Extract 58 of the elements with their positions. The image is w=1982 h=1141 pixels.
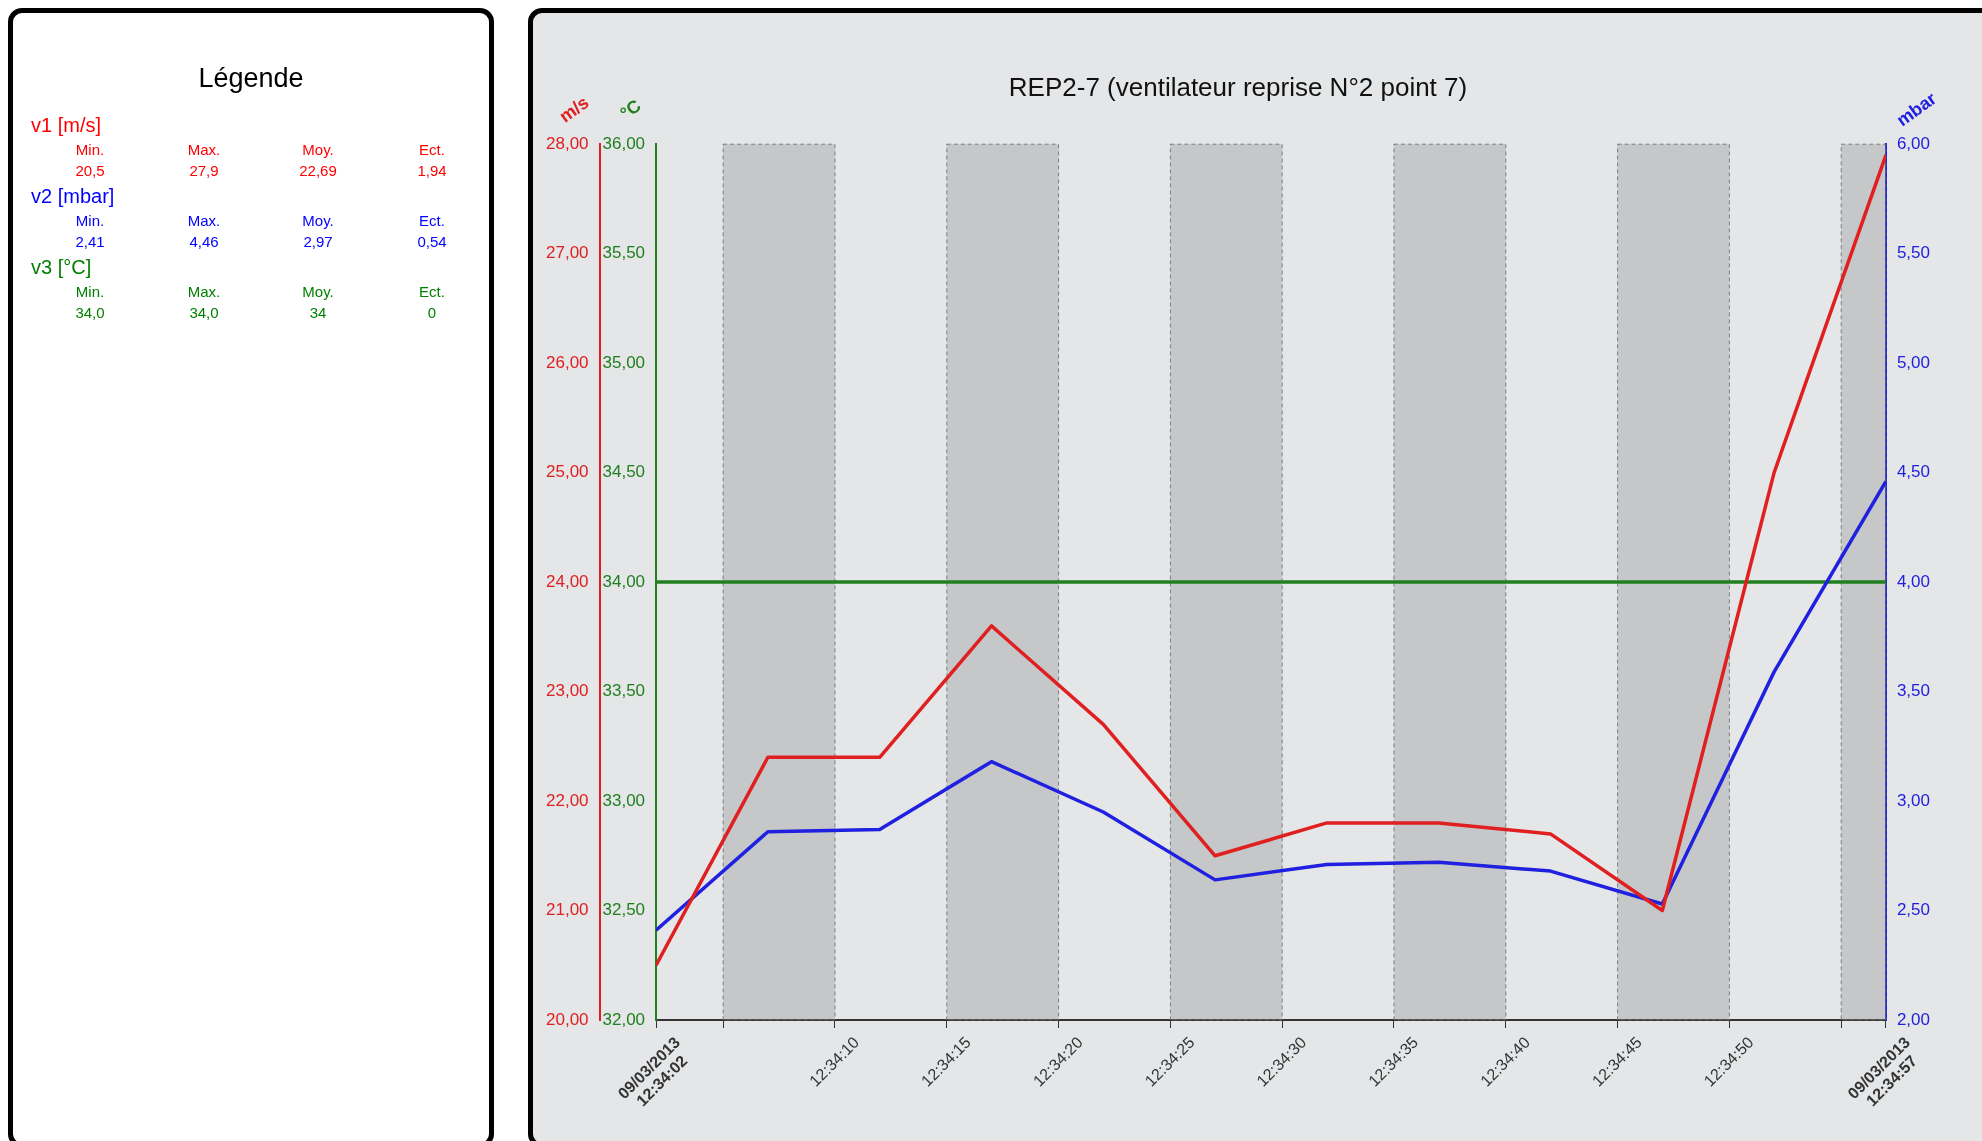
data-label: 22,69 bbox=[298, 162, 338, 179]
y-tick-label: 26,00 bbox=[545, 352, 589, 372]
category-label: Min. bbox=[75, 283, 105, 300]
data-label: 20,5 bbox=[74, 162, 106, 179]
y2-tick-label: 2,50 bbox=[1896, 900, 1931, 920]
category-label: Ect. bbox=[419, 212, 445, 229]
data-label: 34,0 bbox=[188, 304, 220, 321]
y-tick-label: 28,00 bbox=[545, 133, 589, 153]
category-label: Max. bbox=[186, 141, 222, 158]
data-label: 0 bbox=[426, 304, 438, 321]
y3-tick-label: 33,50 bbox=[602, 681, 646, 701]
y2-tick-label: 3,50 bbox=[1896, 681, 1931, 701]
data-label: 1,94 bbox=[416, 162, 448, 179]
data-label: 0,54 bbox=[416, 233, 448, 250]
category-label: Ect. bbox=[419, 283, 445, 300]
y-axis-title: m/s bbox=[555, 92, 593, 127]
text: Légende bbox=[197, 63, 305, 94]
y3-tick-label: 34,00 bbox=[602, 571, 646, 591]
y-tick-label: 22,00 bbox=[545, 790, 589, 810]
y-tick-label: 20,00 bbox=[545, 1009, 589, 1029]
category-label: Moy. bbox=[301, 141, 335, 158]
y3-tick-label: 32,50 bbox=[602, 900, 646, 920]
y2-tick-label: 4,50 bbox=[1896, 462, 1931, 482]
y2-tick-label: 5,50 bbox=[1896, 243, 1931, 263]
category-label: Ect. bbox=[418, 141, 446, 158]
category-label: Min. bbox=[75, 212, 105, 229]
y2-tick-label: 3,00 bbox=[1896, 790, 1931, 810]
y3-tick-label: 34,50 bbox=[602, 462, 646, 482]
category-label: Moy. bbox=[302, 212, 334, 229]
category-label: Min. bbox=[74, 141, 106, 158]
y2-tick-label: 6,00 bbox=[1896, 133, 1931, 153]
legend-label: v1 [m/s] bbox=[31, 114, 102, 137]
data-label: 27,9 bbox=[188, 162, 220, 179]
y-tick-label: 27,00 bbox=[545, 243, 589, 263]
data-label: 34 bbox=[308, 304, 328, 321]
data-label: 4,46 bbox=[188, 233, 220, 250]
y-tick-label: 21,00 bbox=[545, 900, 589, 920]
y-tick-label: 25,00 bbox=[545, 462, 589, 482]
y3-tick-label: 35,50 bbox=[602, 243, 646, 263]
y-tick-label: 23,00 bbox=[545, 681, 589, 701]
data-label: 34,0 bbox=[74, 304, 106, 321]
y3-tick-label: 33,00 bbox=[602, 790, 646, 810]
chart-title: REP2-7 (ventilateur reprise N°2 point 7) bbox=[1008, 71, 1468, 102]
y3-tick-label: 36,00 bbox=[602, 133, 646, 153]
legend-label: v3 [°C] bbox=[31, 256, 93, 279]
legend-label: v2 [mbar] bbox=[31, 185, 116, 208]
y3-tick-label: 32,00 bbox=[602, 1009, 646, 1029]
category-label: Max. bbox=[187, 212, 221, 229]
y2-tick-label: 2,00 bbox=[1896, 1009, 1931, 1029]
y2-tick-label: 5,00 bbox=[1896, 352, 1931, 372]
category-label: Moy. bbox=[302, 283, 334, 300]
data-label: 2,41 bbox=[74, 233, 106, 250]
y-tick-label: 24,00 bbox=[545, 571, 589, 591]
data-label: 2,97 bbox=[302, 233, 334, 250]
y3-tick-label: 35,00 bbox=[602, 352, 646, 372]
y2-tick-label: 4,00 bbox=[1896, 571, 1931, 591]
category-label: Max. bbox=[187, 283, 221, 300]
y3-axis-title: °C bbox=[616, 95, 645, 124]
